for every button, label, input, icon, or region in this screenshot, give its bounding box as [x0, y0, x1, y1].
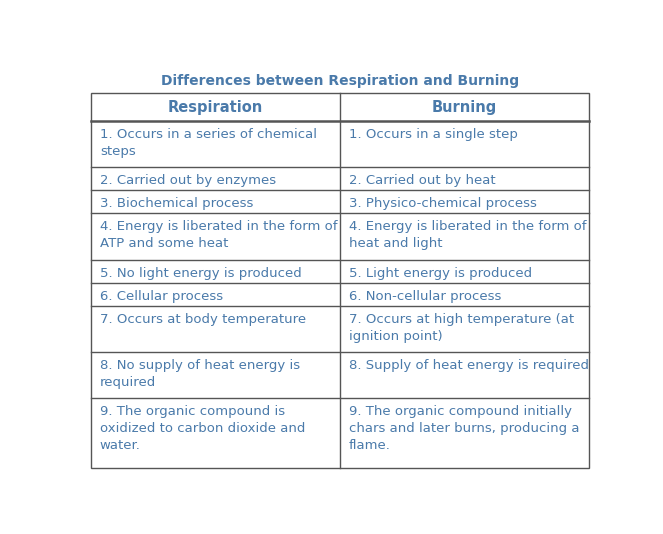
Text: 3. Physico-chemical process: 3. Physico-chemical process [349, 197, 537, 210]
Text: 1. Occurs in a series of chemical
steps: 1. Occurs in a series of chemical steps [100, 128, 317, 158]
Text: 7. Occurs at high temperature (at
ignition point): 7. Occurs at high temperature (at igniti… [349, 313, 574, 343]
Text: Respiration: Respiration [168, 100, 263, 115]
Text: 9. The organic compound is
oxidized to carbon dioxide and
water.: 9. The organic compound is oxidized to c… [100, 405, 305, 452]
Text: 4. Energy is liberated in the form of
ATP and some heat: 4. Energy is liberated in the form of AT… [100, 221, 337, 250]
Text: 8. Supply of heat energy is required: 8. Supply of heat energy is required [349, 359, 589, 372]
Text: 2. Carried out by enzymes: 2. Carried out by enzymes [100, 174, 276, 187]
Text: 2. Carried out by heat: 2. Carried out by heat [349, 174, 496, 187]
Text: 8. No supply of heat energy is
required: 8. No supply of heat energy is required [100, 359, 300, 389]
Text: 3. Biochemical process: 3. Biochemical process [100, 197, 253, 210]
Text: 6. Non-cellular process: 6. Non-cellular process [349, 289, 501, 303]
Text: 9. The organic compound initially
chars and later burns, producing a
flame.: 9. The organic compound initially chars … [349, 405, 579, 452]
Text: Burning: Burning [432, 100, 497, 115]
Text: 5. Light energy is produced: 5. Light energy is produced [349, 266, 532, 280]
Text: 7. Occurs at body temperature: 7. Occurs at body temperature [100, 313, 306, 326]
Text: 5. No light energy is produced: 5. No light energy is produced [100, 266, 302, 280]
Text: Differences between Respiration and Burning: Differences between Respiration and Burn… [160, 74, 519, 88]
Text: 6. Cellular process: 6. Cellular process [100, 289, 223, 303]
Text: 4. Energy is liberated in the form of
heat and light: 4. Energy is liberated in the form of he… [349, 221, 587, 250]
Text: 1. Occurs in a single step: 1. Occurs in a single step [349, 128, 518, 141]
